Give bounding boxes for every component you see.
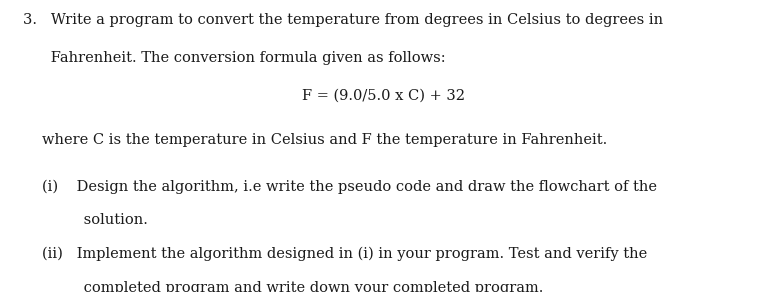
Text: (i)    Design the algorithm, i.e write the pseudo code and draw the flowchart of: (i) Design the algorithm, i.e write the … [42,180,657,194]
Text: (ii)   Implement the algorithm designed in (i) in your program. Test and verify : (ii) Implement the algorithm designed in… [42,247,647,261]
Text: solution.: solution. [42,213,148,227]
Text: 3.   Write a program to convert the temperature from degrees in Celsius to degre: 3. Write a program to convert the temper… [23,13,663,27]
Text: F = (9.0/5.0 x C) + 32: F = (9.0/5.0 x C) + 32 [302,89,465,103]
Text: Fahrenheit. The conversion formula given as follows:: Fahrenheit. The conversion formula given… [23,51,446,65]
Text: where C is the temperature in Celsius and F the temperature in Fahrenheit.: where C is the temperature in Celsius an… [42,133,607,147]
Text: completed program and write down your completed program.: completed program and write down your co… [42,281,544,292]
